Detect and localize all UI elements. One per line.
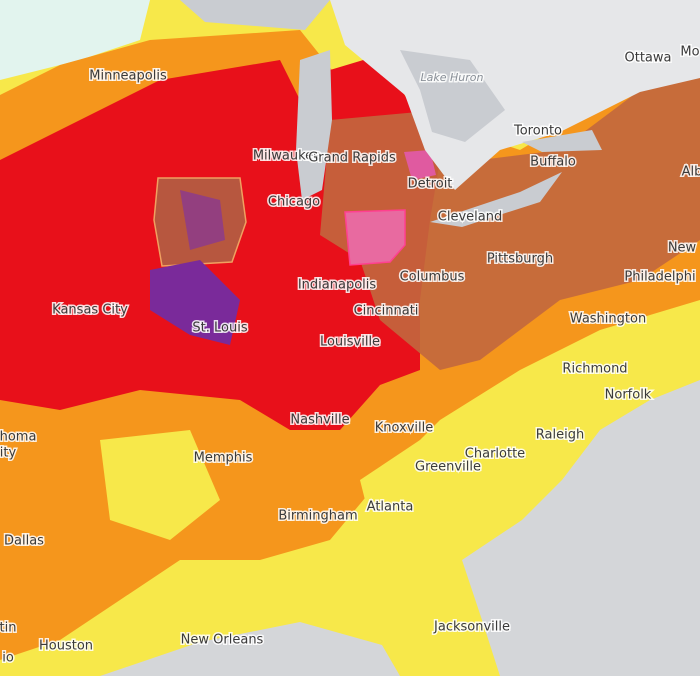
yellow-zone — [360, 440, 470, 540]
city-label: Knoxville — [375, 421, 434, 436]
water-label: Lake Huron — [421, 71, 484, 84]
atlantic-ocean — [462, 380, 700, 676]
lake-michigan — [296, 50, 332, 200]
city-label: Atlanta — [367, 500, 414, 515]
advisory-zone — [320, 75, 700, 370]
labels: Lake Huron Minneapolis Ottawa Mo Toronto Buff… — [0, 43, 700, 667]
city-label: tin — [0, 621, 16, 636]
extreme-zone — [180, 190, 225, 250]
city-label: Norfolk — [605, 388, 652, 403]
city-label: homa — [0, 430, 36, 445]
city-label: Indianapolis — [298, 278, 377, 293]
city-label: New Orleans — [181, 633, 264, 648]
cool-zone — [0, 0, 150, 80]
city-label: io — [2, 651, 14, 666]
city-label: Milwaukee — [253, 149, 321, 164]
city-label: Greenville — [415, 460, 481, 475]
warning-zone — [344, 209, 406, 266]
city-label: Raleigh — [536, 428, 584, 443]
city-label: Houston — [39, 639, 93, 654]
city-label: Grand Rapids — [308, 151, 396, 166]
city-label: Detroit — [408, 177, 453, 192]
city-label: Richmond — [562, 362, 627, 377]
city-label: Birmingham — [278, 509, 357, 524]
canada — [330, 0, 700, 190]
city-label: Louisville — [320, 335, 380, 350]
city-label: Nashville — [290, 413, 349, 428]
city-label: Jacksonville — [433, 620, 510, 635]
city-label: Ottawa — [625, 51, 672, 66]
extreme-zone — [150, 260, 240, 345]
city-label: Chicago — [268, 195, 320, 210]
city-label: Toronto — [513, 124, 562, 139]
yellow-zone — [100, 430, 220, 540]
warning-zone — [404, 150, 436, 180]
city-label: Charlotte — [465, 447, 525, 462]
city-label: Kansas City — [52, 303, 128, 318]
city-label: Memphis — [194, 451, 253, 466]
city-label: Buffalo — [530, 155, 576, 170]
city-label: St. Louis — [192, 321, 247, 336]
city-label: Minneapolis — [89, 69, 167, 84]
lake-ontario — [522, 130, 602, 152]
city-label: Cincinnati — [354, 304, 419, 319]
city-label: Philadelphi — [624, 270, 695, 285]
city-label: New — [668, 241, 697, 256]
city-label: Mo — [680, 45, 699, 60]
city-label: Dallas — [4, 534, 44, 549]
city-label: ity — [0, 446, 17, 461]
city-label: Pittsburgh — [487, 252, 553, 267]
city-label: Washington — [570, 312, 646, 327]
lake-huron — [400, 50, 505, 142]
city-label: Cleveland — [438, 210, 502, 225]
gulf-of-mexico — [100, 622, 400, 676]
city-label: Columbus — [400, 270, 465, 285]
lake-superior — [180, 0, 330, 30]
city-label: Alb — [682, 165, 700, 180]
lake-erie — [430, 172, 562, 227]
